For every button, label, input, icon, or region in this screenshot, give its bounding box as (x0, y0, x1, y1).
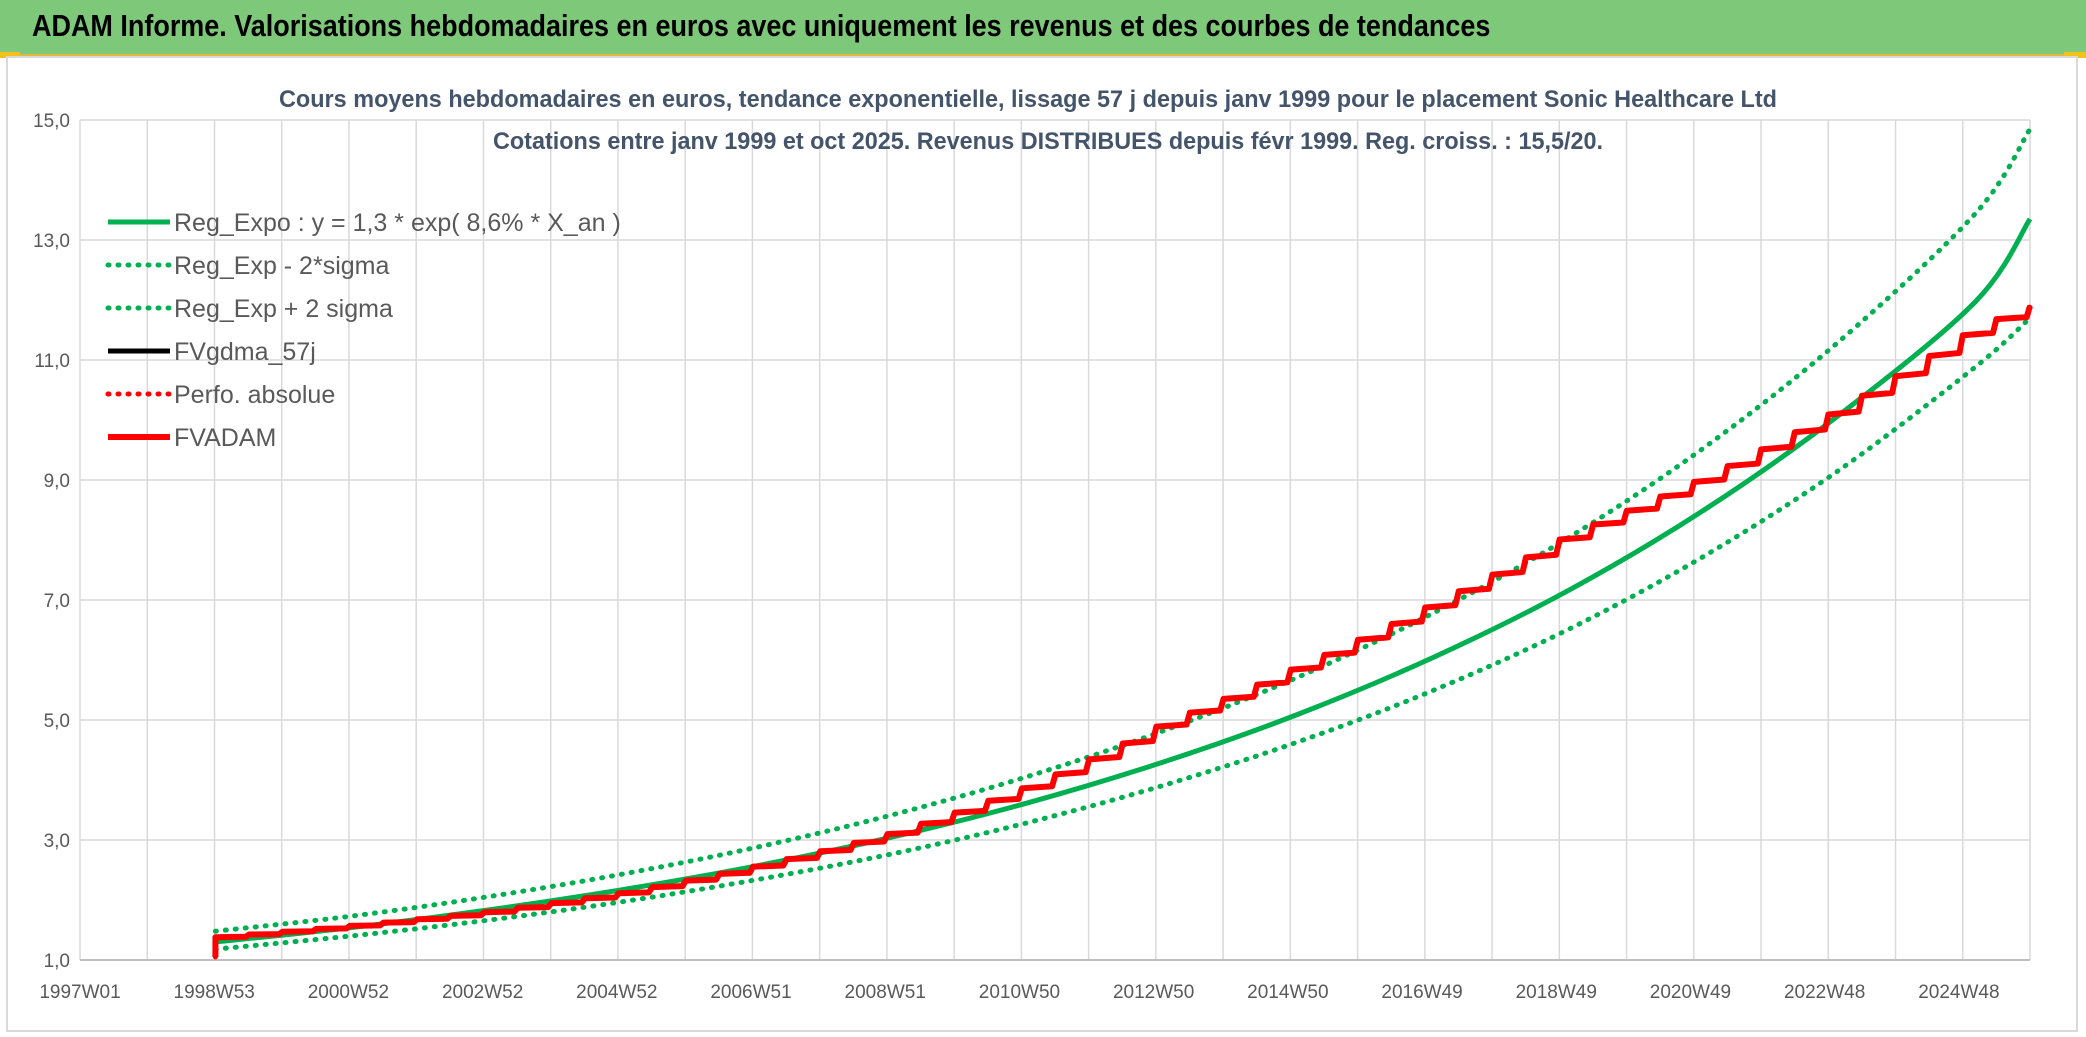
corner-accent-left (0, 52, 20, 58)
x-tick-label: 2006W51 (710, 982, 791, 1003)
x-tick-label: 2014W50 (1247, 982, 1328, 1003)
x-tick-label: 2012W50 (1113, 982, 1194, 1003)
chart-subtitle: Cotations entre janv 1999 et oct 2025. R… (493, 128, 1603, 155)
corner-accent-right (2064, 52, 2086, 58)
x-tick-label: 2018W49 (1516, 982, 1597, 1003)
legend-entry-label: FVADAM (174, 424, 276, 452)
series-lines (212, 126, 2033, 960)
axes: 1,0 3,0 5,0 7,0 9,0 11,0 13,0 15,0 1997W01 1998W5… (33, 111, 2030, 1003)
report-banner: ADAM Informe. Valorisations hebdomadaire… (0, 0, 2086, 56)
x-tick-label: 2020W49 (1650, 982, 1731, 1003)
y-tick-label: 13,0 (33, 231, 70, 252)
series-line-1 (212, 315, 2033, 952)
chart-title: Cours moyens hebdomadaires en euros, ten… (279, 86, 1777, 113)
y-tick-label: 5,0 (44, 711, 70, 732)
legend-entry-label: Perfo. absolue (174, 381, 335, 409)
y-tick-label: 9,0 (44, 471, 70, 492)
legend: Reg_Expo : y = 1,3 * exp( 8,6% * X_an ) R… (105, 209, 621, 452)
legend-entry-label: Reg_Exp + 2 sigma (174, 295, 393, 323)
series-line-2 (212, 126, 2033, 934)
y-tick-label: 1,0 (44, 951, 70, 972)
x-tick-label: 2022W48 (1784, 982, 1865, 1003)
series-line-5 (212, 305, 2033, 957)
x-tick-label: 2004W52 (576, 982, 657, 1003)
x-tick-label: 2002W52 (442, 982, 523, 1003)
report-title: ADAM Informe. Valorisations hebdomadaire… (32, 8, 1491, 43)
y-tick-label: 11,0 (34, 351, 70, 372)
legend-entry-label: Reg_Exp - 2*sigma (174, 252, 389, 280)
x-tick-label: 1997W01 (39, 982, 120, 1003)
legend-entry-label: Reg_Expo : y = 1,3 * exp( 8,6% * X_an ) (174, 209, 621, 237)
series-line-3 (213, 305, 2032, 957)
series-line-0 (215, 217, 2033, 945)
gridlines (79, 119, 2031, 961)
x-tick-label: 2024W48 (1918, 982, 1999, 1003)
y-tick-label: 7,0 (44, 591, 70, 612)
y-tick-label: 15,0 (33, 111, 70, 132)
x-tick-label: 2000W52 (308, 982, 389, 1003)
y-tick-label: 3,0 (44, 831, 70, 852)
x-tick-label: 2008W51 (845, 982, 926, 1003)
x-tick-label: 2010W50 (979, 982, 1060, 1003)
series-line-4 (212, 303, 2033, 960)
legend-entry-label: FVgdma_57j (174, 338, 316, 366)
x-tick-label: 2016W49 (1381, 982, 1462, 1003)
chart-area: 1,0 3,0 5,0 7,0 9,0 11,0 13,0 15,0 1997W01 1998W5… (6, 56, 2078, 1032)
x-tick-label: 1998W53 (174, 982, 255, 1003)
line-chart: 1,0 3,0 5,0 7,0 9,0 11,0 13,0 15,0 1997W01 1998W5… (33, 86, 2033, 1003)
